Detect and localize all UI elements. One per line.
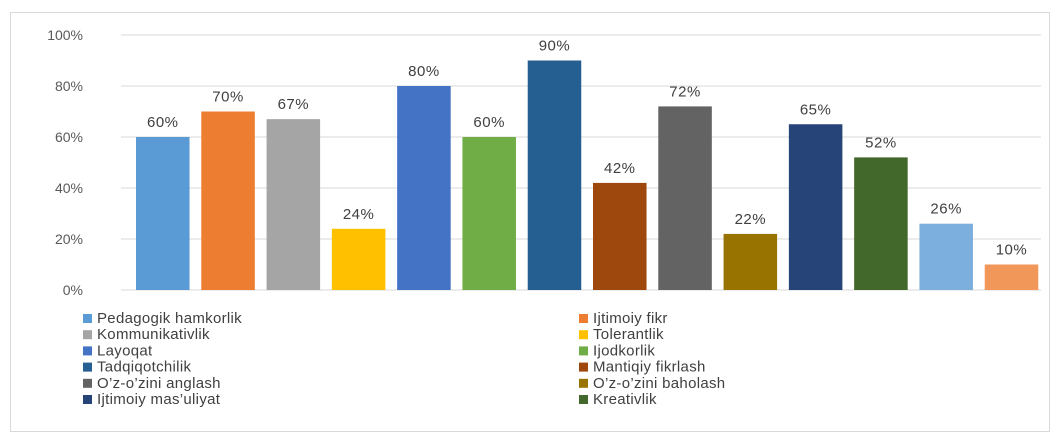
legend-label: Ijtimoiy mas’uliyat: [97, 391, 221, 408]
data-labels: 60% 70% 67% 24% 80% 60% 90% 42% 72% 22% 65% 52% 26% 1…: [147, 38, 1027, 259]
y-tick-label: 20%: [55, 231, 83, 247]
data-label: 70%: [212, 89, 244, 106]
legend-label: Kreativlik: [593, 391, 657, 408]
legend-label: Tolerantlik: [593, 326, 664, 343]
bar: [266, 119, 321, 291]
y-tick-label: 80%: [55, 78, 83, 94]
bar: [462, 137, 516, 290]
legend-swatch: [579, 378, 588, 388]
legend-swatch: [83, 346, 92, 356]
legend-label: Ijtimoiy fikr: [593, 310, 668, 327]
data-label: 10%: [996, 242, 1028, 259]
bar: [136, 137, 190, 290]
legend-swatch: [579, 330, 588, 340]
y-tick-label: 60%: [55, 129, 83, 145]
y-tick-label: 40%: [55, 180, 83, 196]
bar: [527, 60, 582, 290]
legend-swatch: [579, 314, 588, 323]
legend-label: Mantiqiy fikrlash: [593, 359, 706, 376]
bars: [136, 60, 1039, 291]
data-label: 60%: [147, 114, 179, 131]
legend-label: Tadqiqotchilik: [97, 359, 191, 376]
legend-swatch: [83, 378, 92, 388]
legend-label: Ijodkorlik: [593, 342, 655, 359]
legend-swatch: [579, 346, 588, 356]
bar: [723, 233, 778, 290]
legend-swatch: [579, 362, 588, 372]
data-label: 72%: [669, 83, 701, 100]
bar: [593, 182, 647, 290]
data-label: 90%: [539, 38, 571, 55]
bar: [984, 264, 1039, 290]
bar: [854, 157, 908, 290]
legend-label: O’z-o’zini anglash: [97, 375, 221, 392]
data-label: 26%: [930, 201, 962, 218]
bar-chart: 0% 20% 40% 60% 80% 100% 60% 70% 67% 24% 80% 60% 90%…: [47, 27, 1041, 408]
bar: [788, 124, 843, 290]
data-label: 80%: [408, 63, 440, 80]
legend-swatch: [579, 395, 588, 404]
bar: [919, 223, 973, 290]
bar: [658, 106, 712, 291]
legend-swatch: [83, 314, 92, 323]
legend-swatch: [83, 330, 92, 340]
data-label: 24%: [343, 206, 375, 223]
legend-swatch: [83, 362, 92, 372]
y-axis-ticks: 0% 20% 40% 60% 80% 100%: [47, 27, 83, 298]
legend: Pedagogik hamkorlik Ijtimoiy fikr Kommunik…: [83, 310, 725, 408]
bar: [331, 228, 386, 290]
data-label: 67%: [278, 96, 310, 113]
y-tick-label: 100%: [47, 27, 83, 43]
legend-label: Pedagogik hamkorlik: [97, 310, 242, 327]
bar: [397, 86, 451, 290]
legend-swatch: [83, 395, 92, 404]
data-label: 65%: [800, 101, 832, 118]
bar: [201, 111, 255, 290]
legend-label: O’z-o’zini baholash: [593, 375, 725, 392]
y-tick-label: 0%: [63, 282, 83, 298]
data-label: 42%: [604, 160, 636, 177]
legend-label: Layoqat: [97, 342, 153, 359]
legend-label: Kommunikativlik: [97, 326, 210, 343]
data-label: 60%: [473, 114, 505, 131]
data-label: 52%: [865, 134, 897, 151]
data-label: 22%: [735, 211, 767, 228]
chart-frame: 0% 20% 40% 60% 80% 100% 60% 70% 67% 24% 80% 60% 90%…: [10, 12, 1050, 432]
